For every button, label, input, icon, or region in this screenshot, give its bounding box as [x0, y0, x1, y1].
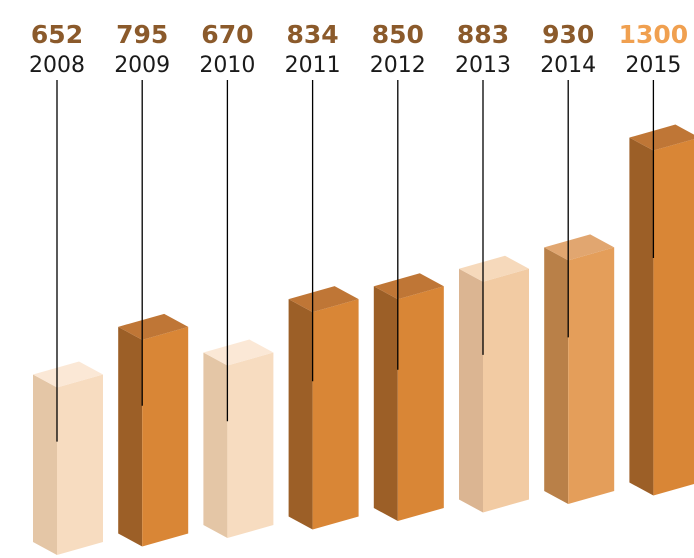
bar-front-face — [653, 139, 694, 496]
bar-2011 — [288, 286, 359, 530]
bar-top-face — [629, 124, 694, 151]
value-label: 795 — [116, 20, 168, 49]
value-label: 1300 — [619, 20, 689, 49]
bar-side-face — [203, 352, 228, 538]
bar-top-face — [459, 255, 529, 282]
bar-2010 — [203, 339, 274, 538]
bar-front-face — [227, 352, 274, 538]
bar-top-face — [203, 339, 274, 366]
year-label: 2010 — [199, 53, 255, 78]
bar-front-face — [568, 247, 615, 504]
value-label: 883 — [457, 20, 509, 49]
value-label: 834 — [287, 20, 339, 49]
bar-front-face — [142, 326, 189, 547]
bar-2014 — [544, 234, 615, 504]
bar-top-face — [544, 234, 615, 261]
bar-2012 — [373, 273, 444, 521]
bar-side-face — [373, 286, 398, 521]
bar-2013 — [459, 255, 529, 513]
bar-front-face — [483, 268, 529, 513]
year-label: 2009 — [114, 53, 170, 78]
year-label: 2015 — [625, 53, 681, 78]
year-label: 2013 — [455, 53, 511, 78]
bar-top-face — [288, 286, 359, 313]
bar-side-face — [288, 299, 313, 530]
bar-2008 — [33, 361, 103, 555]
bar-side-face — [33, 374, 57, 555]
value-label: 930 — [542, 20, 594, 49]
bar-side-face — [459, 268, 483, 513]
bar-top-face — [33, 361, 103, 388]
bar-front-face — [57, 374, 103, 555]
bar-2009 — [118, 313, 189, 547]
bar-front-face — [312, 299, 359, 530]
bar-side-face — [629, 137, 654, 496]
bar-top-face — [118, 313, 189, 340]
year-label: 2008 — [29, 53, 85, 78]
bar-front-face — [397, 286, 444, 521]
value-label: 850 — [372, 20, 424, 49]
value-label: 652 — [31, 20, 83, 49]
bar-side-face — [118, 326, 143, 547]
bar-top-face — [373, 273, 444, 300]
year-label: 2012 — [370, 53, 426, 78]
year-label: 2011 — [285, 53, 341, 78]
bar-side-face — [544, 247, 569, 504]
year-label: 2014 — [540, 53, 596, 78]
bar-2015 — [629, 124, 694, 496]
value-label: 670 — [201, 20, 253, 49]
